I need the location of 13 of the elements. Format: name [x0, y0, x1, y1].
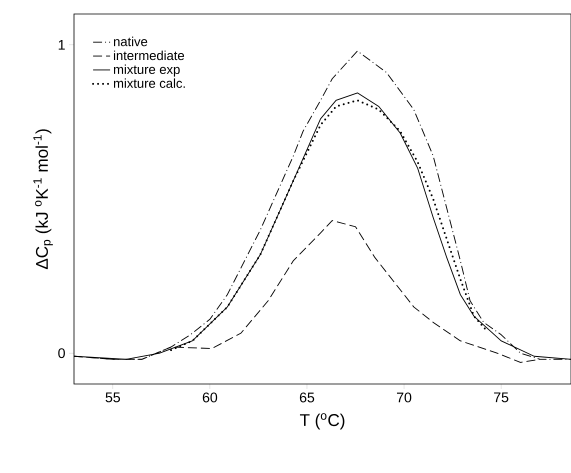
x-axis-title: T ($^{o}$C): [300, 413, 344, 430]
y-tick-label: 1: [58, 40, 65, 50]
x-tick-label: 60: [202, 392, 218, 402]
x-tick-label: 75: [494, 392, 508, 402]
x-tick-label: 65: [300, 392, 314, 402]
y-tick-label: 0: [58, 348, 65, 358]
legend-label: intermediate: [114, 50, 184, 60]
x-tick-label: 55: [106, 392, 120, 402]
text: ΔC$_{p}$ (kJ $^{o}$K$^{-1}$ mol$^{-1}$): [33, 129, 53, 270]
legend-label: mixture exp: [114, 64, 180, 77]
legend-label: native: [114, 36, 148, 46]
x-tick-label: 70: [396, 392, 412, 402]
legend-label: mixture calc.: [114, 78, 185, 88]
